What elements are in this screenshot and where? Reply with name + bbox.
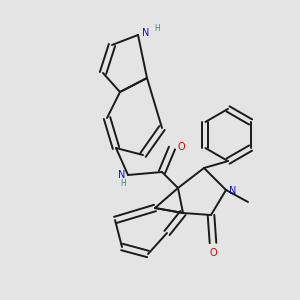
- Text: O: O: [177, 142, 185, 152]
- Text: N: N: [142, 28, 149, 38]
- Text: H: H: [120, 179, 126, 188]
- Text: O: O: [209, 248, 217, 258]
- Text: N: N: [118, 170, 125, 180]
- Text: H: H: [154, 24, 160, 33]
- Text: N: N: [229, 187, 236, 196]
